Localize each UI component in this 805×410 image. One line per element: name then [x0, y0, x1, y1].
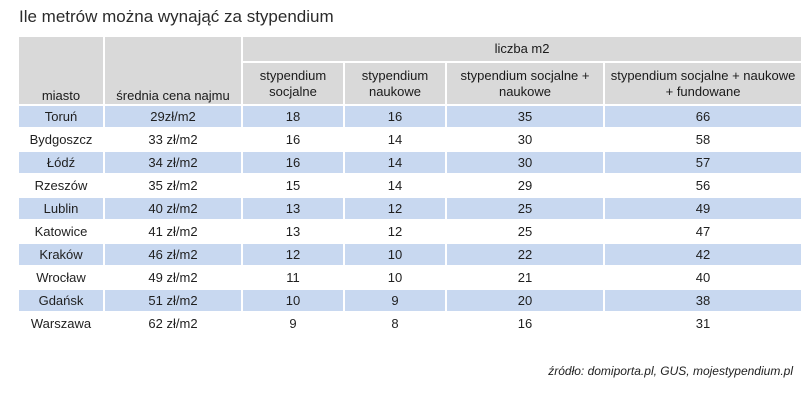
cell-price: 41 zł/m2 — [148, 224, 198, 239]
cell-value: 16 — [517, 316, 533, 331]
header-social-merit: stypendium socjalne + naukowe — [447, 63, 603, 104]
cell-value: 38 — [605, 290, 802, 311]
cell-value: 22 — [447, 244, 603, 265]
cell-price: 35 zł/m2 — [148, 178, 198, 193]
header-group-area: liczba m2 — [243, 37, 802, 61]
cell-price: 46 zł/m2 — [105, 244, 241, 265]
cell-value: 29 — [517, 178, 533, 193]
table-row: Lublin 40 zł/m2 13 12 25 49 — [19, 198, 802, 219]
cell-value: 16 — [243, 152, 343, 173]
cell-value: 20 — [447, 290, 603, 311]
cell-value: 14 — [345, 152, 445, 173]
cell-value: 16 — [345, 106, 445, 127]
header-row-group: miasto średnia cena najmu liczba m2 — [19, 37, 802, 104]
cell-value: 30 — [517, 132, 533, 147]
cell-city: Rzeszów — [34, 178, 88, 193]
cell-value: 10 — [387, 270, 403, 285]
header-price: średnia cena najmu — [105, 37, 241, 104]
cell-value: 30 — [447, 152, 603, 173]
cell-value: 25 — [447, 198, 603, 219]
cell-value: 35 — [447, 106, 603, 127]
cell-value: 42 — [605, 244, 802, 265]
cell-value: 66 — [605, 106, 802, 127]
table-row: Kraków 46 zł/m2 12 10 22 42 — [19, 244, 802, 265]
chart-title: Ile metrów można wynająć za stypendium — [19, 7, 334, 26]
cell-price: 33 zł/m2 — [148, 132, 198, 147]
cell-value: 14 — [387, 178, 403, 193]
cell-value: 18 — [243, 106, 343, 127]
cell-price: 34 zł/m2 — [105, 152, 241, 173]
cell-value: 9 — [345, 290, 445, 311]
cell-value: 12 — [345, 198, 445, 219]
cell-value: 15 — [285, 178, 301, 193]
cell-price: 51 zł/m2 — [105, 290, 241, 311]
cell-value: 57 — [605, 152, 802, 173]
cell-city: Kraków — [19, 244, 103, 265]
cell-value: 25 — [517, 224, 533, 239]
cell-value: 13 — [243, 198, 343, 219]
table-row: Toruń 29zł/m2 18 16 35 66 — [19, 106, 802, 127]
cell-price: 49 zł/m2 — [148, 270, 198, 285]
table-row: Łódź 34 zł/m2 16 14 30 57 — [19, 152, 802, 173]
cell-value: 8 — [391, 316, 399, 331]
cell-city: Łódź — [19, 152, 103, 173]
cell-price: 62 zł/m2 — [148, 316, 198, 331]
cell-value: 14 — [387, 132, 403, 147]
cell-value: 9 — [289, 316, 297, 331]
header-city: miasto — [19, 37, 103, 104]
cell-city: Wrocław — [36, 270, 86, 285]
cell-city: Lublin — [19, 198, 103, 219]
header-social: stypendium socjalne — [243, 63, 343, 104]
table-row: Bydgoszcz 33 zł/m2 16 14 30 58 — [19, 129, 801, 150]
cell-value: 10 — [243, 290, 343, 311]
cell-value: 56 — [695, 178, 711, 193]
cell-price: 40 zł/m2 — [105, 198, 241, 219]
cell-value: 16 — [285, 132, 301, 147]
cell-value: 40 — [695, 270, 711, 285]
table-row: Warszawa 62 zł/m2 9 8 16 31 — [19, 313, 801, 334]
cell-value: 13 — [285, 224, 301, 239]
cell-value: 49 — [605, 198, 802, 219]
table-row: Rzeszów 35 zł/m2 15 14 29 56 — [19, 175, 801, 196]
cell-value: 21 — [517, 270, 533, 285]
cell-value: 31 — [695, 316, 711, 331]
header-row-sub: stypendium socjalne stypendium naukowe s… — [19, 63, 802, 104]
table-row: Katowice 41 zł/m2 13 12 25 47 — [19, 221, 801, 242]
cell-value: 12 — [243, 244, 343, 265]
table-row: Wrocław 49 zł/m2 11 10 21 40 — [19, 267, 801, 288]
data-table: miasto średnia cena najmu liczba m2 styp… — [17, 35, 803, 336]
cell-city: Gdańsk — [19, 290, 103, 311]
header-merit: stypendium naukowe — [345, 63, 445, 104]
cell-value: 12 — [387, 224, 403, 239]
cell-city: Toruń — [19, 106, 103, 127]
cell-city: Bydgoszcz — [29, 132, 93, 147]
source-note: źródło: domiporta.pl, GUS, mojestypendiu… — [548, 364, 793, 378]
cell-price: 29zł/m2 — [105, 106, 241, 127]
cell-city: Katowice — [34, 224, 88, 239]
header-social-merit-funded: stypendium socjalne + naukowe + fundowan… — [605, 63, 802, 104]
cell-value: 47 — [695, 224, 711, 239]
cell-value: 58 — [695, 132, 711, 147]
cell-value: 11 — [286, 270, 300, 285]
cell-city: Warszawa — [30, 316, 92, 331]
table-row: Gdańsk 51 zł/m2 10 9 20 38 — [19, 290, 802, 311]
cell-value: 10 — [345, 244, 445, 265]
